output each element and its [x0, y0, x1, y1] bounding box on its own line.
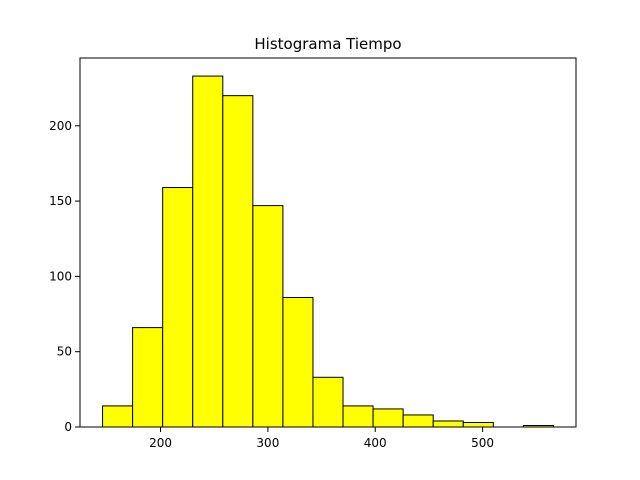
- x-tick-label-300: 300: [256, 436, 279, 450]
- y-tick-label-100: 100: [49, 269, 72, 283]
- x-axis: 200 300 400 500: [149, 427, 494, 450]
- histogram-bar-9: [372, 408, 404, 428]
- y-tick-label-50: 50: [57, 345, 72, 359]
- histogram-bar-12: [462, 421, 494, 428]
- bars-group: [102, 75, 554, 428]
- x-tick-label-200: 200: [149, 436, 172, 450]
- x-tick-label-400: 400: [364, 436, 387, 450]
- y-tick-label-200: 200: [49, 119, 72, 133]
- histogram-bar-6: [282, 296, 314, 428]
- y-tick-label-150: 150: [49, 194, 72, 208]
- histogram-bar-11: [432, 420, 464, 428]
- plot-frame: [79, 57, 577, 428]
- histogram-bar-7: [312, 376, 344, 428]
- y-axis: 0 50 100 150 200: [49, 119, 80, 434]
- histogram-bar-5: [252, 205, 284, 428]
- histogram-bar-2: [162, 187, 194, 428]
- y-tick-label-0: 0: [64, 420, 72, 434]
- histogram-bar-10: [402, 414, 434, 428]
- histogram-bar-4: [222, 95, 254, 428]
- histogram-bar-8: [342, 405, 374, 428]
- chart-title: Histograma Tiempo: [254, 35, 401, 53]
- x-tick-label-500: 500: [471, 436, 494, 450]
- histogram-bar-1: [132, 327, 164, 428]
- histogram-bar-3: [192, 75, 224, 428]
- histogram-bar-0: [102, 405, 134, 428]
